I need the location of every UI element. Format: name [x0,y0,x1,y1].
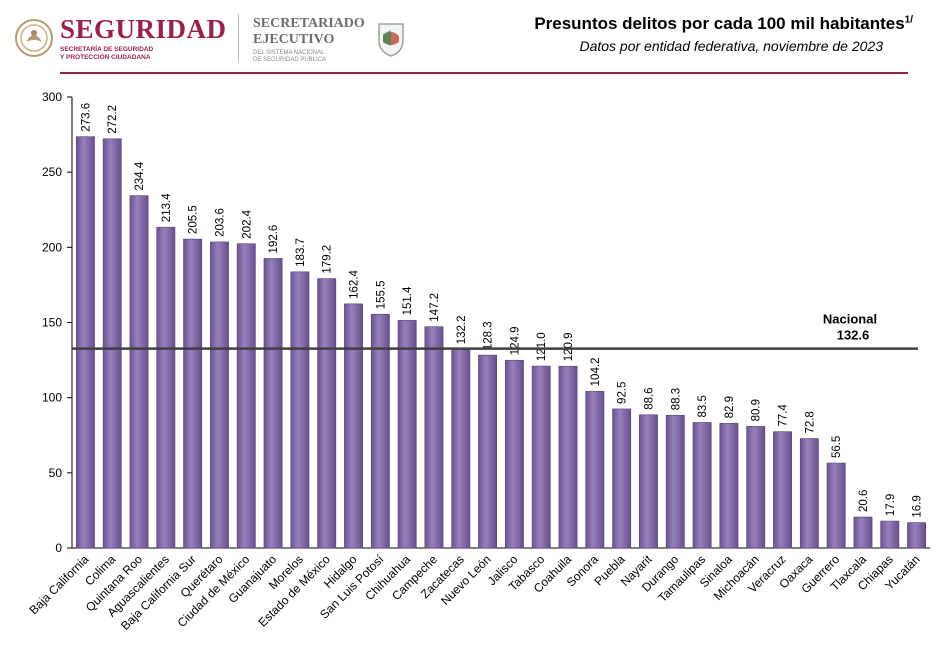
data-label: 192.6 [268,225,280,254]
org-sub-line-1: SECRETARÍA DE SEGURIDAD [60,46,154,53]
bar [853,516,873,549]
bar [183,238,203,549]
bar [639,414,658,549]
data-label: 273.6 [80,103,92,132]
data-label: 155.5 [375,280,387,309]
chart-title-text: Presuntos delitos por cada 100 mil habit… [534,14,905,33]
org-logo-subtext: SECRETARÍA DE SEGURIDAD Y PROTECCIÓN CIU… [60,46,180,62]
data-label: 16.9 [912,495,924,517]
reference-value: 132.6 [837,328,870,343]
bar [424,326,444,549]
bar [907,522,927,549]
bar [370,313,390,549]
data-label: 128.3 [483,321,495,350]
y-tick-label: 300 [42,90,62,104]
bar [236,243,256,549]
sesnsp-logo-text: SECRETARIADO EJECUTIVO [253,16,365,48]
data-label: 213.4 [161,193,173,222]
bar [75,136,95,549]
eagle-emblem-icon [15,19,53,57]
data-label: 147.2 [429,293,441,322]
sesnsp-sub-line-1: DEL SISTEMA NACIONAL [253,50,325,56]
bar [344,303,363,549]
data-label: 20.6 [858,490,870,512]
data-label: 272.2 [107,105,119,134]
data-label: 92.5 [617,382,629,404]
data-label: 203.6 [214,208,226,237]
data-label: 80.9 [751,399,763,421]
data-label: 124.9 [509,326,521,355]
bar [263,258,283,549]
sesnsp-line-2: EJECUTIVO [253,32,335,47]
value-labels-group: 273.6 272.2 234.4 213.4 205.5 203.6 202.4 192.6… [80,103,923,518]
bar [531,365,551,549]
data-label: 179.2 [322,245,334,274]
y-tick-label: 250 [42,165,62,179]
sesnsp-subtext: DEL SISTEMA NACIONAL DE SEGURIDAD PÚBLIC… [253,50,363,64]
bar [799,438,819,549]
data-label: 17.9 [885,494,897,516]
bar [746,426,766,549]
org-logo-text: SEGURIDAD [60,14,227,44]
data-label: 82.9 [724,396,736,418]
chart-title-footnote: 1/ [904,14,913,26]
x-tick-label: Baja California [26,552,91,617]
data-label: 88.6 [643,387,655,409]
bar [826,462,846,549]
bars-group [75,136,927,549]
bar [585,391,605,549]
reference-label: Nacional [823,312,877,327]
chart-title: Presuntos delitos por cada 100 mil habit… [534,14,913,34]
data-label: 162.4 [349,269,361,298]
bar [773,431,792,549]
shield-icon [378,23,404,57]
bar [558,365,578,549]
bar [478,354,498,549]
header-divider [238,14,239,62]
bar [692,422,712,549]
data-label: 77.4 [778,404,790,427]
data-label: 234.4 [134,161,146,190]
y-tick-label: 50 [49,466,63,480]
bar [504,359,524,549]
data-label: 121.0 [536,332,548,361]
data-label: 56.5 [831,436,843,458]
data-label: 132.2 [456,315,468,344]
bar [317,278,337,549]
sesnsp-sub-line-2: DE SEGURIDAD PÚBLICA [253,57,327,63]
data-label: 83.5 [697,395,709,417]
bar [397,320,417,549]
data-label: 104.2 [590,358,602,387]
bar [102,138,122,549]
bar [880,520,900,549]
bar [612,408,632,549]
data-label: 183.7 [295,238,307,267]
header: SEGURIDAD SECRETARÍA DE SEGURIDAD Y PROT… [0,0,949,80]
bar [719,423,739,549]
data-label: 88.3 [670,388,682,410]
chart-subtitle: Datos por entidad federativa, noviembre … [579,38,883,54]
header-rule [60,72,908,74]
data-label: 120.9 [563,332,575,361]
bar [210,241,229,549]
y-tick-label: 150 [42,316,62,330]
bar [665,414,685,549]
data-label: 72.8 [804,411,816,433]
y-tick-label: 0 [55,541,62,555]
data-label: 151.4 [402,286,414,315]
data-label: 202.4 [241,209,253,238]
org-sub-line-2: Y PROTECCIÓN CIUDADANA [60,54,151,61]
data-label: 205.5 [188,205,200,234]
sesnsp-line-1: SECRETARIADO [253,16,365,31]
y-tick-label: 100 [42,391,62,405]
y-tick-label: 200 [42,240,62,254]
bar [129,195,149,549]
bar [156,226,176,549]
bar [451,348,471,549]
bar [290,271,310,549]
